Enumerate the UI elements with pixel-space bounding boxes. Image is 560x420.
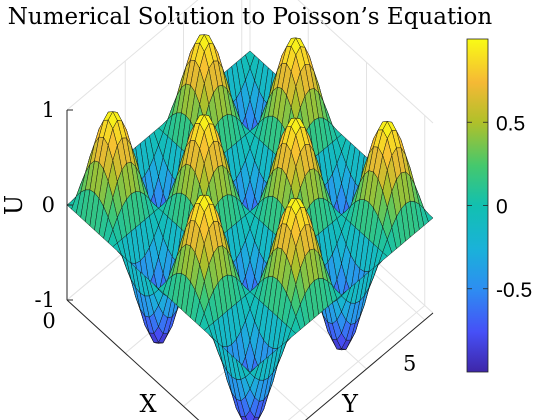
tick-labels: -1010505	[35, 98, 417, 375]
y-axis-line	[305, 312, 434, 420]
surface-face	[245, 367, 255, 374]
z-axis-label: U	[0, 195, 28, 215]
floor-grid-line	[287, 305, 426, 420]
x-tick-label: 0	[42, 309, 55, 333]
x-axis-label: X	[139, 390, 156, 418]
y-axis-label: Y	[341, 390, 359, 418]
colorbar: -0.5 0 0.5	[466, 38, 532, 373]
y-tick-label: 5	[403, 351, 416, 375]
z-tick-label: 0	[42, 193, 55, 217]
z-tick-label: 1	[42, 98, 55, 122]
z-tick-label: -1	[35, 288, 55, 312]
colorbar-tick-label: -0.5	[496, 279, 532, 302]
colorbar-tick-label: 0.5	[496, 112, 525, 135]
x-axis-line	[66, 299, 200, 420]
colorbar-tick-label: 0	[496, 196, 508, 219]
surface-mesh	[66, 34, 434, 420]
back-grid-line	[66, 0, 434, 124]
